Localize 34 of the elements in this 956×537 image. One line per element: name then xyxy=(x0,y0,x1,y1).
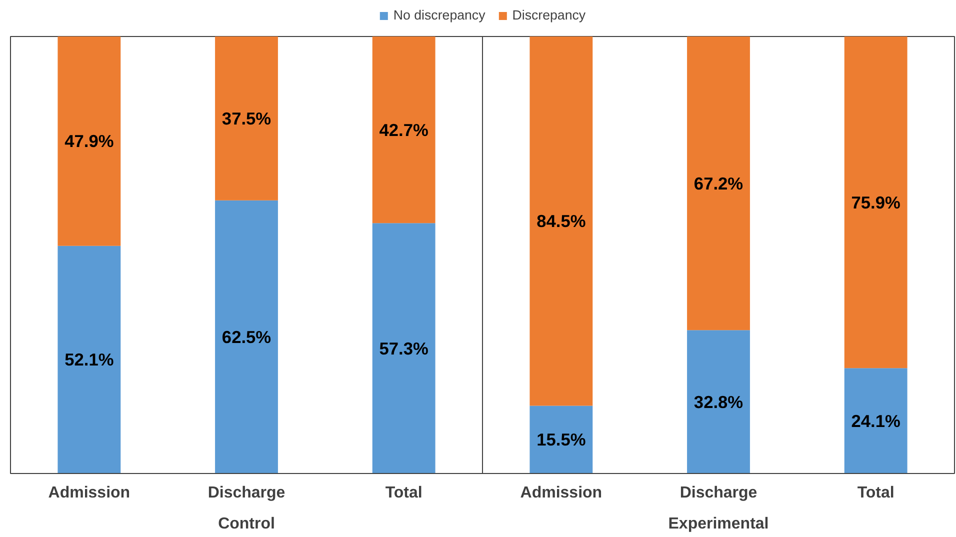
text: Experimental xyxy=(668,516,769,532)
bar xyxy=(530,406,593,474)
bar xyxy=(844,36,908,368)
bar xyxy=(687,330,750,474)
bar xyxy=(215,200,278,474)
data-label: 37.5% xyxy=(222,108,272,128)
x-tick-label: Total xyxy=(385,484,422,502)
data-label: 24.1% xyxy=(851,410,900,431)
data-label: 67.2% xyxy=(694,173,744,194)
bar xyxy=(372,36,436,224)
x-tick-label: Total xyxy=(857,484,894,502)
data-label: 62.5% xyxy=(222,326,272,347)
x-tick-label: Admission xyxy=(48,484,130,502)
bar xyxy=(844,368,908,474)
data-label: 57.3% xyxy=(379,338,428,358)
bar xyxy=(687,36,750,330)
data-label: 75.9% xyxy=(851,192,900,212)
data-label: 52.1% xyxy=(64,350,114,370)
x-tick-label: Discharge xyxy=(208,484,286,502)
data-label: 42.7% xyxy=(379,120,428,140)
data-label: 15.5% xyxy=(536,430,586,450)
x-tick-label: Discharge xyxy=(680,484,758,502)
bar xyxy=(58,246,121,474)
legend-label: No discrepancy xyxy=(393,8,486,22)
x-tick-label: Admission xyxy=(520,484,602,502)
legend-label: Discrepancy xyxy=(512,8,586,22)
data-label: 32.8% xyxy=(694,392,744,412)
data-label: 84.5% xyxy=(536,211,586,232)
text: Control xyxy=(218,516,275,532)
bar xyxy=(530,36,593,406)
bar xyxy=(372,223,436,474)
bar xyxy=(58,36,121,246)
data-label: 47.9% xyxy=(64,131,114,152)
bar xyxy=(215,36,278,200)
